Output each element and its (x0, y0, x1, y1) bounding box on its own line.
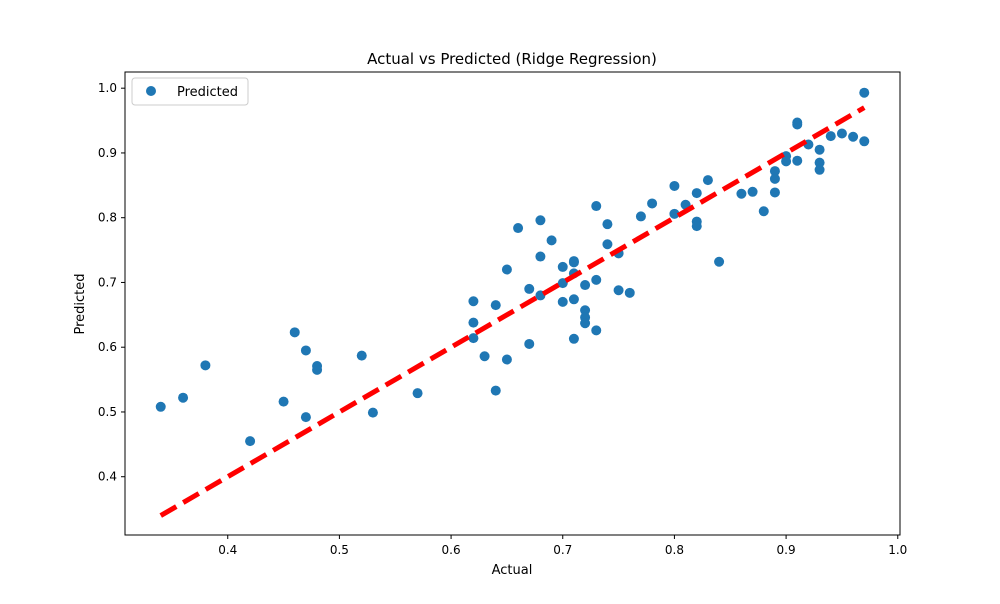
data-point (580, 318, 591, 329)
data-point (278, 396, 289, 407)
data-point (568, 257, 579, 268)
data-point (691, 188, 702, 199)
data-point (513, 223, 524, 234)
data-point (591, 325, 602, 336)
data-point (848, 131, 859, 142)
data-point (814, 144, 825, 155)
data-point (602, 239, 613, 250)
y-axis-label: Predicted (73, 273, 88, 334)
data-point (490, 385, 501, 396)
y-axis-ticks: 0.4 0.5 0.6 0.7 0.8 0.9 1.0 (98, 81, 125, 484)
x-tick-label: 0.7 (553, 543, 572, 557)
y-tick-label: 1.0 (98, 81, 117, 95)
y-tick-label: 0.6 (98, 340, 117, 354)
data-point (769, 166, 780, 177)
data-point (524, 338, 535, 349)
data-point (836, 128, 847, 139)
data-point (602, 219, 613, 230)
data-point (155, 401, 166, 412)
data-point (367, 407, 378, 418)
data-point (178, 392, 189, 403)
y-tick-label: 0.4 (98, 470, 117, 484)
plot-area-frame (124, 71, 901, 536)
data-point (736, 188, 747, 199)
data-point (702, 175, 713, 186)
data-point (501, 264, 512, 275)
data-point (859, 87, 870, 98)
data-point (580, 280, 591, 291)
x-tick-label: 0.4 (218, 543, 237, 557)
data-point (669, 208, 680, 219)
data-point (468, 317, 479, 328)
data-point (591, 274, 602, 285)
legend-label: Predicted (177, 85, 238, 100)
data-point (557, 296, 568, 307)
data-point (814, 157, 825, 168)
legend-box (131, 77, 249, 106)
data-point (814, 164, 825, 175)
x-axis-ticks: 0.4 0.5 0.6 0.7 0.8 0.9 1.0 (218, 535, 907, 557)
data-point (792, 119, 803, 130)
data-point (568, 333, 579, 344)
data-point (635, 211, 646, 222)
data-point (200, 360, 211, 371)
y-tick-label: 0.7 (98, 275, 117, 289)
reference-line (159, 105, 866, 518)
data-point (412, 388, 423, 399)
data-point (669, 180, 680, 191)
data-point (792, 155, 803, 166)
y-tick-label: 0.5 (98, 405, 117, 419)
data-point (557, 261, 568, 272)
data-point (714, 256, 725, 267)
x-tick-label: 0.5 (330, 543, 349, 557)
data-point (613, 285, 624, 296)
data-point (769, 187, 780, 198)
data-point (245, 436, 256, 447)
data-point (490, 300, 501, 311)
data-point (468, 333, 479, 344)
data-point (468, 296, 479, 307)
data-point (647, 198, 658, 209)
data-point (535, 251, 546, 262)
data-point (300, 412, 311, 423)
data-point (535, 215, 546, 226)
data-point (691, 221, 702, 232)
y-tick-label: 0.9 (98, 146, 117, 160)
scatter-points (155, 87, 870, 447)
x-axis-label: Actual (492, 563, 533, 578)
data-point (624, 287, 635, 298)
data-point (300, 345, 311, 356)
data-point (312, 364, 323, 375)
data-point (356, 350, 367, 361)
data-point (580, 305, 591, 316)
x-tick-label: 0.8 (665, 543, 684, 557)
data-point (591, 201, 602, 212)
x-tick-label: 1.0 (888, 543, 907, 557)
data-point (289, 327, 300, 338)
x-tick-label: 0.6 (442, 543, 461, 557)
data-point (479, 351, 490, 362)
data-point (568, 294, 579, 305)
x-tick-label: 0.9 (777, 543, 796, 557)
data-point (524, 283, 535, 294)
data-point (769, 173, 780, 184)
legend: Predicted (131, 77, 249, 106)
data-point (501, 354, 512, 365)
data-point (825, 131, 836, 142)
y-tick-label: 0.8 (98, 211, 117, 225)
legend-marker (146, 86, 156, 96)
data-point (859, 136, 870, 147)
data-point (546, 235, 557, 246)
data-point (758, 206, 769, 217)
data-point (747, 186, 758, 197)
data-point (557, 278, 568, 289)
data-point (781, 156, 792, 167)
chart-title: Actual vs Predicted (Ridge Regression) (367, 50, 657, 68)
